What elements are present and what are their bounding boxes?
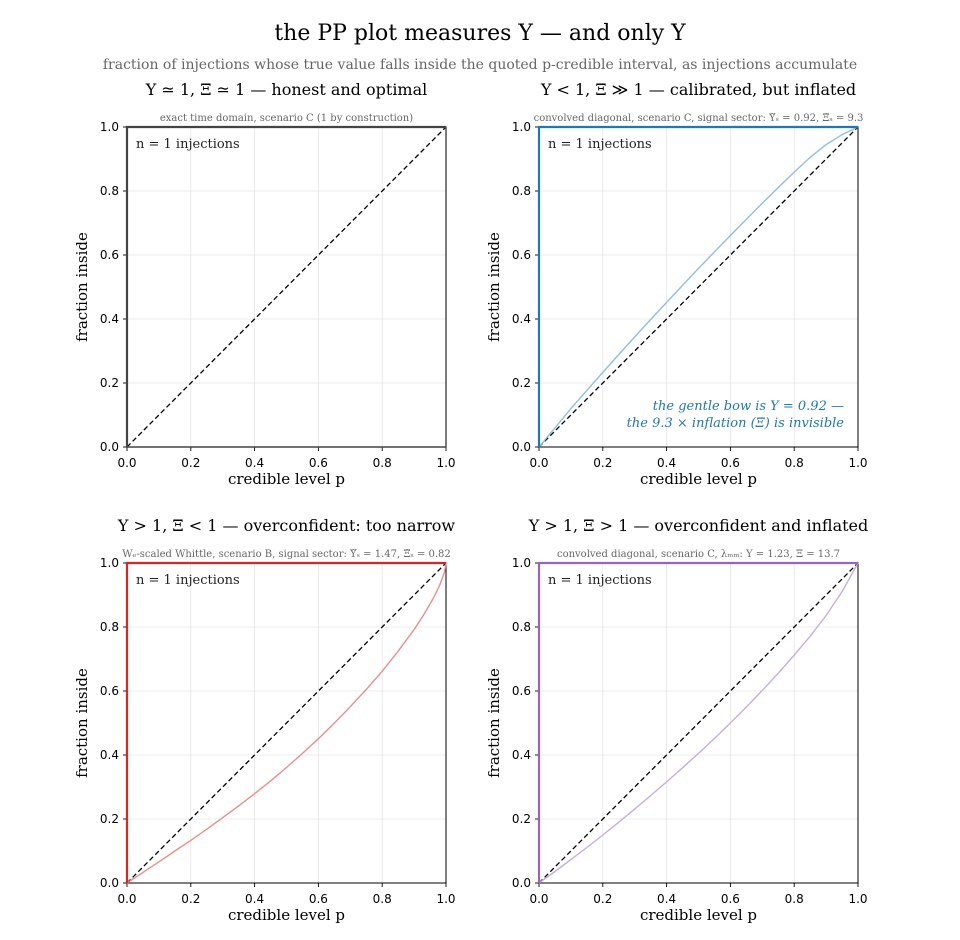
series-line [126, 562, 447, 884]
x-tick-label: 0.0 [529, 456, 548, 470]
y-tick-label: 0.2 [100, 376, 119, 390]
x-tick-label: 0.2 [181, 456, 200, 470]
annotation-text: the gentle bow is Υ = 0.92 — [653, 399, 844, 414]
x-axis-label: credible level p [228, 470, 345, 488]
y-tick-label: 0.6 [100, 684, 119, 698]
diagonal-reference-line [126, 126, 447, 448]
x-tick-label: 0.2 [593, 892, 612, 906]
injection-step-trace [125, 125, 446, 447]
x-axis-label: credible level p [640, 470, 757, 488]
x-axis-label: credible level p [640, 906, 757, 924]
injection-step-trace [537, 125, 858, 447]
figure-title: the PP plot measures Υ — and only Υ [274, 21, 686, 46]
y-tick-label: 0.8 [512, 620, 531, 634]
diagonal-reference-line [538, 126, 859, 448]
annotation-text: the 9.3 × inflation (Ξ) is invisible [627, 416, 845, 431]
x-tick-label: 0.4 [657, 456, 676, 470]
panel-title: Υ ≃ 1, Ξ ≃ 1 — honest and optimal [145, 80, 428, 99]
y-tick-label: 0.0 [100, 440, 119, 454]
y-tick-label: 0.4 [100, 748, 119, 762]
y-tick-label: 1.0 [512, 556, 531, 570]
panel-title: Υ > 1, Ξ > 1 — overconfident and inflate… [528, 516, 869, 535]
x-tick-label: 0.6 [721, 456, 740, 470]
x-tick-label: 0.4 [657, 892, 676, 906]
x-axis-label: credible level p [228, 906, 345, 924]
x-tick-label: 0.0 [117, 456, 136, 470]
panel-subtitle: convolved diagonal, scenario C, signal s… [534, 113, 864, 124]
panel-title: Υ > 1, Ξ < 1 — overconfident: too narrow [117, 516, 456, 535]
x-tick-label: 1.0 [848, 456, 867, 470]
injection-counter: n = 1 injections [136, 573, 240, 588]
y-tick-label: 1.0 [100, 556, 119, 570]
y-tick-label: 0.8 [100, 620, 119, 634]
y-tick-label: 1.0 [100, 120, 119, 134]
diagonal-reference-line [538, 562, 859, 884]
x-tick-label: 0.8 [785, 892, 804, 906]
x-tick-label: 0.2 [181, 892, 200, 906]
injection-step-trace [125, 561, 446, 883]
injection-step-trace [537, 561, 858, 883]
x-tick-label: 0.6 [309, 456, 328, 470]
panel-overconfident-narrow: Υ > 1, Ξ < 1 — overconfident: too narrow… [73, 516, 456, 924]
y-tick-label: 0.2 [100, 812, 119, 826]
injection-counter: n = 1 injections [548, 137, 652, 152]
panel-subtitle: exact time domain, scenario C (1 by cons… [160, 113, 413, 124]
y-tick-label: 0.6 [512, 248, 531, 262]
injection-counter: n = 1 injections [136, 137, 240, 152]
y-tick-label: 0.4 [512, 748, 531, 762]
y-tick-label: 0.0 [512, 876, 531, 890]
x-tick-label: 0.0 [529, 892, 548, 906]
series-line [538, 126, 859, 448]
series-line [127, 127, 447, 448]
x-tick-label: 0.8 [373, 892, 392, 906]
panel-overconfident-inflated: Υ > 1, Ξ > 1 — overconfident and inflate… [485, 516, 868, 924]
y-tick-label: 0.6 [512, 684, 531, 698]
y-tick-label: 0.0 [512, 440, 531, 454]
series-line [538, 562, 859, 884]
x-tick-label: 0.8 [785, 456, 804, 470]
x-tick-label: 0.6 [309, 892, 328, 906]
injection-counter: n = 1 injections [548, 573, 652, 588]
y-tick-label: 0.8 [512, 184, 531, 198]
y-tick-label: 0.2 [512, 812, 531, 826]
x-tick-label: 0.6 [721, 892, 740, 906]
panel-subtitle: Wₑ-scaled Whittle, scenario B, signal se… [122, 549, 451, 560]
x-tick-label: 0.4 [245, 456, 264, 470]
x-tick-label: 0.4 [245, 892, 264, 906]
y-tick-label: 0.4 [512, 312, 531, 326]
y-tick-label: 1.0 [512, 120, 531, 134]
y-tick-label: 0.6 [100, 248, 119, 262]
x-tick-label: 0.2 [593, 456, 612, 470]
figure-subtitle: fraction of injections whose true value … [103, 57, 857, 73]
x-tick-label: 0.8 [373, 456, 392, 470]
y-axis-label: fraction inside [485, 668, 503, 778]
x-tick-label: 1.0 [848, 892, 867, 906]
y-axis-label: fraction inside [485, 232, 503, 342]
panel-honest-optimal: Υ ≃ 1, Ξ ≃ 1 — honest and optimal exact t… [73, 80, 456, 488]
y-tick-label: 0.4 [100, 312, 119, 326]
panel-title: Υ < 1, Ξ ≫ 1 — calibrated, but inflated [540, 80, 856, 99]
diagonal-reference-line [126, 562, 447, 884]
panel-subtitle: convolved diagonal, scenario C, λₘₘ: Υ =… [557, 549, 840, 560]
x-tick-label: 1.0 [436, 456, 455, 470]
panel-calibrated-inflated: Υ < 1, Ξ ≫ 1 — calibrated, but inflated c… [485, 80, 868, 488]
y-tick-label: 0.8 [100, 184, 119, 198]
y-tick-label: 0.2 [512, 376, 531, 390]
x-tick-label: 0.0 [117, 892, 136, 906]
y-axis-label: fraction inside [73, 668, 91, 778]
x-tick-label: 1.0 [436, 892, 455, 906]
y-axis-label: fraction inside [73, 232, 91, 342]
y-tick-label: 0.0 [100, 876, 119, 890]
